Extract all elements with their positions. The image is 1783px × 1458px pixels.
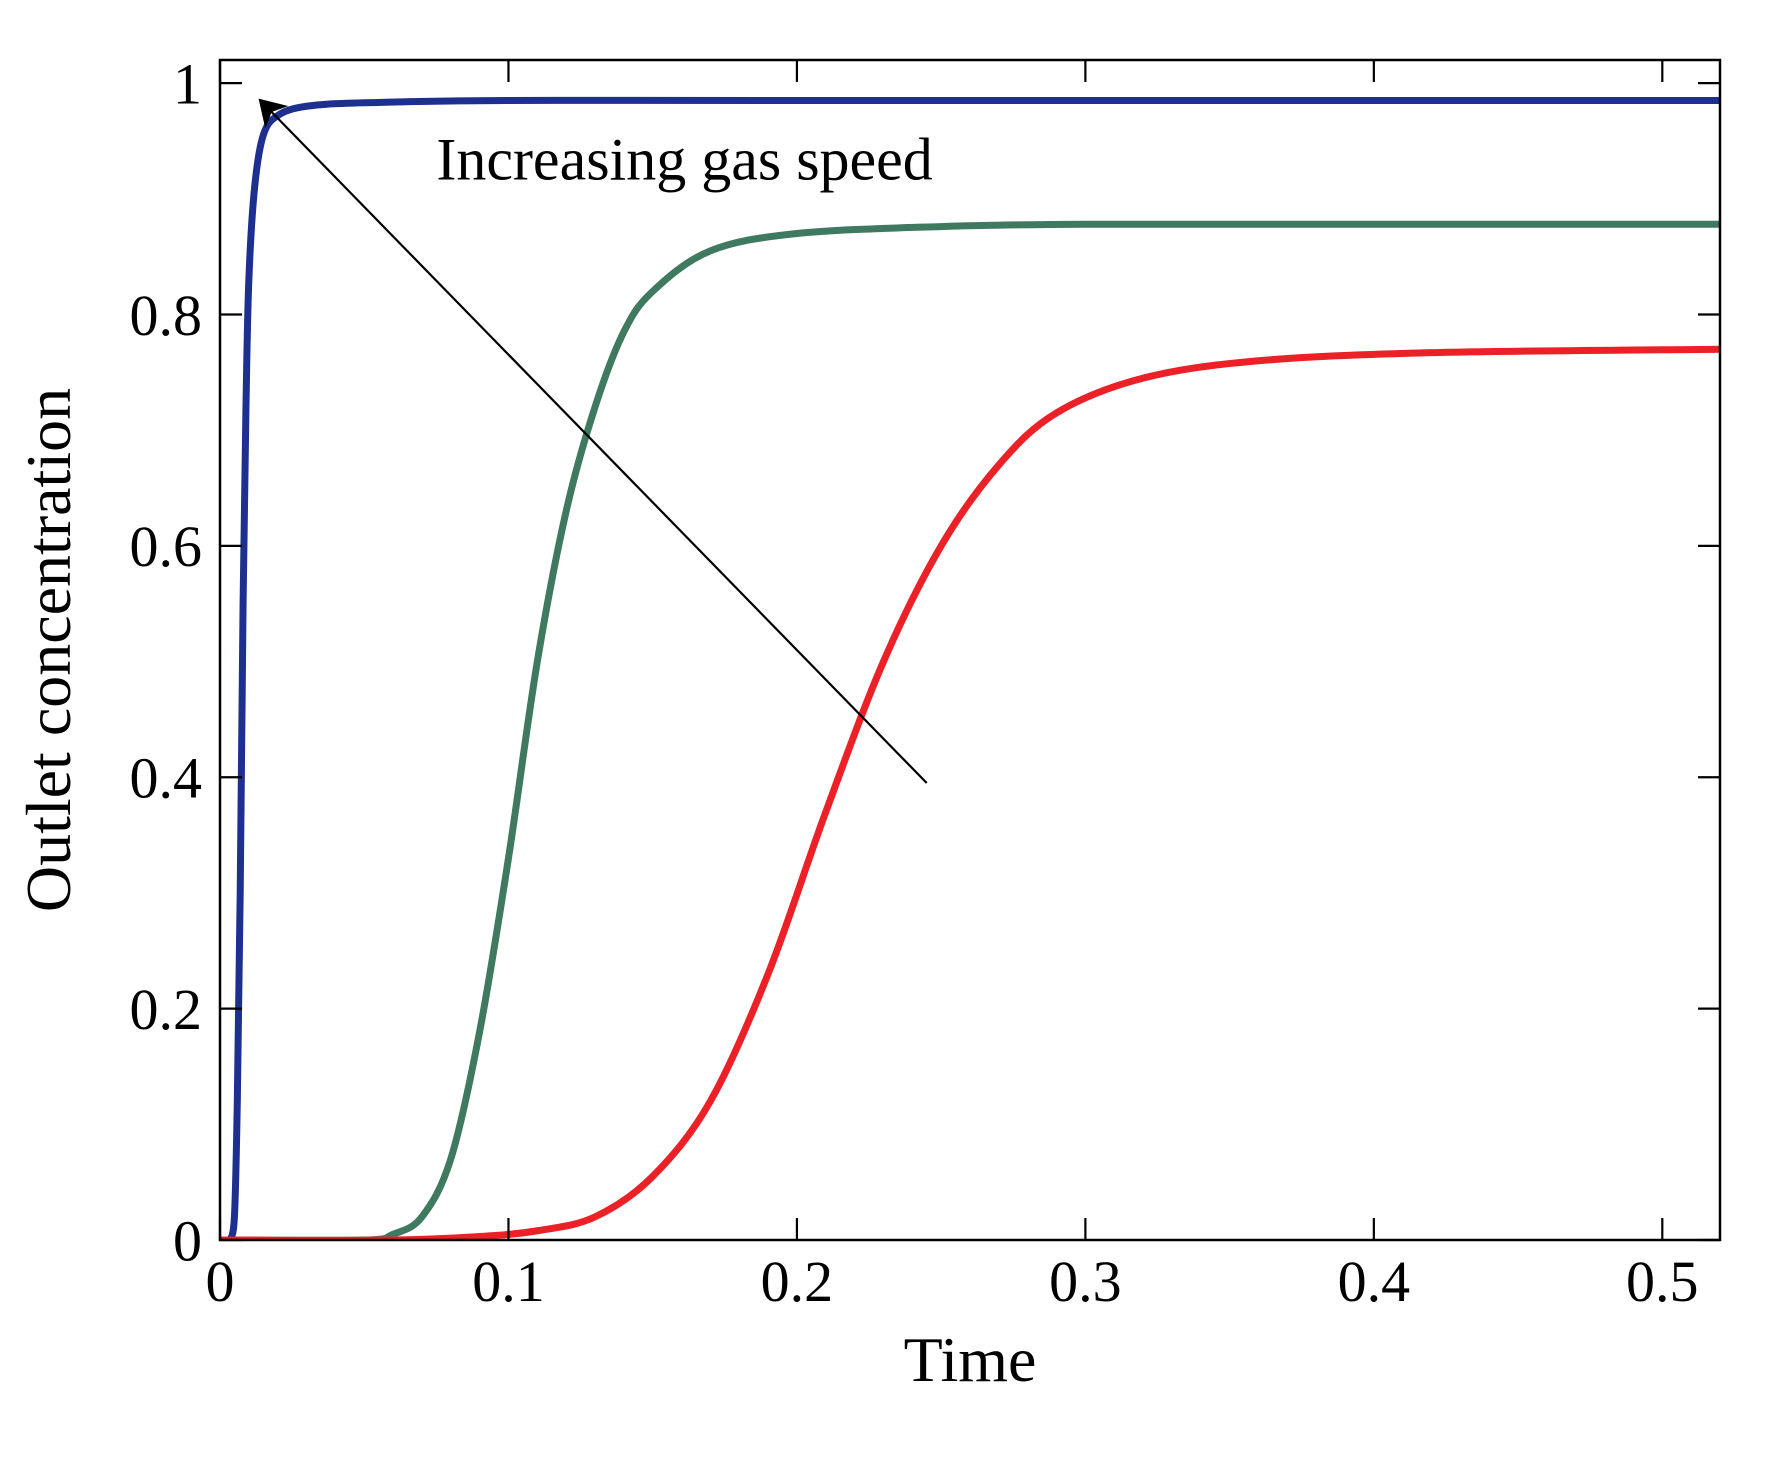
- xtick-label: 0.4: [1338, 1249, 1411, 1314]
- xtick-label: 0: [206, 1249, 235, 1314]
- ytick-label: 0.6: [130, 514, 203, 579]
- xtick-label: 0.3: [1049, 1249, 1122, 1314]
- x-axis-label: Time: [904, 1324, 1037, 1395]
- chart-container: 0 0.1 0.2 0.3 0.4 0.5 0 0.2 0.4 0.6 0.8 1 Time Outlet…: [0, 0, 1783, 1458]
- annotation-text: Increasing gas speed: [436, 126, 932, 192]
- ytick-label: 0.2: [130, 977, 203, 1042]
- y-axis-label: Outlet concentration: [13, 388, 84, 912]
- ytick-label: 0.8: [130, 283, 203, 348]
- xtick-label: 0.2: [761, 1249, 834, 1314]
- ytick-label: 0.4: [130, 746, 203, 811]
- ytick-label: 0: [173, 1208, 202, 1273]
- breakthrough-curve-chart: 0 0.1 0.2 0.3 0.4 0.5 0 0.2 0.4 0.6 0.8 1 Time Outlet…: [0, 0, 1783, 1458]
- xtick-label: 0.1: [472, 1249, 545, 1314]
- xtick-label: 0.5: [1626, 1249, 1699, 1314]
- ytick-label: 1: [173, 51, 202, 116]
